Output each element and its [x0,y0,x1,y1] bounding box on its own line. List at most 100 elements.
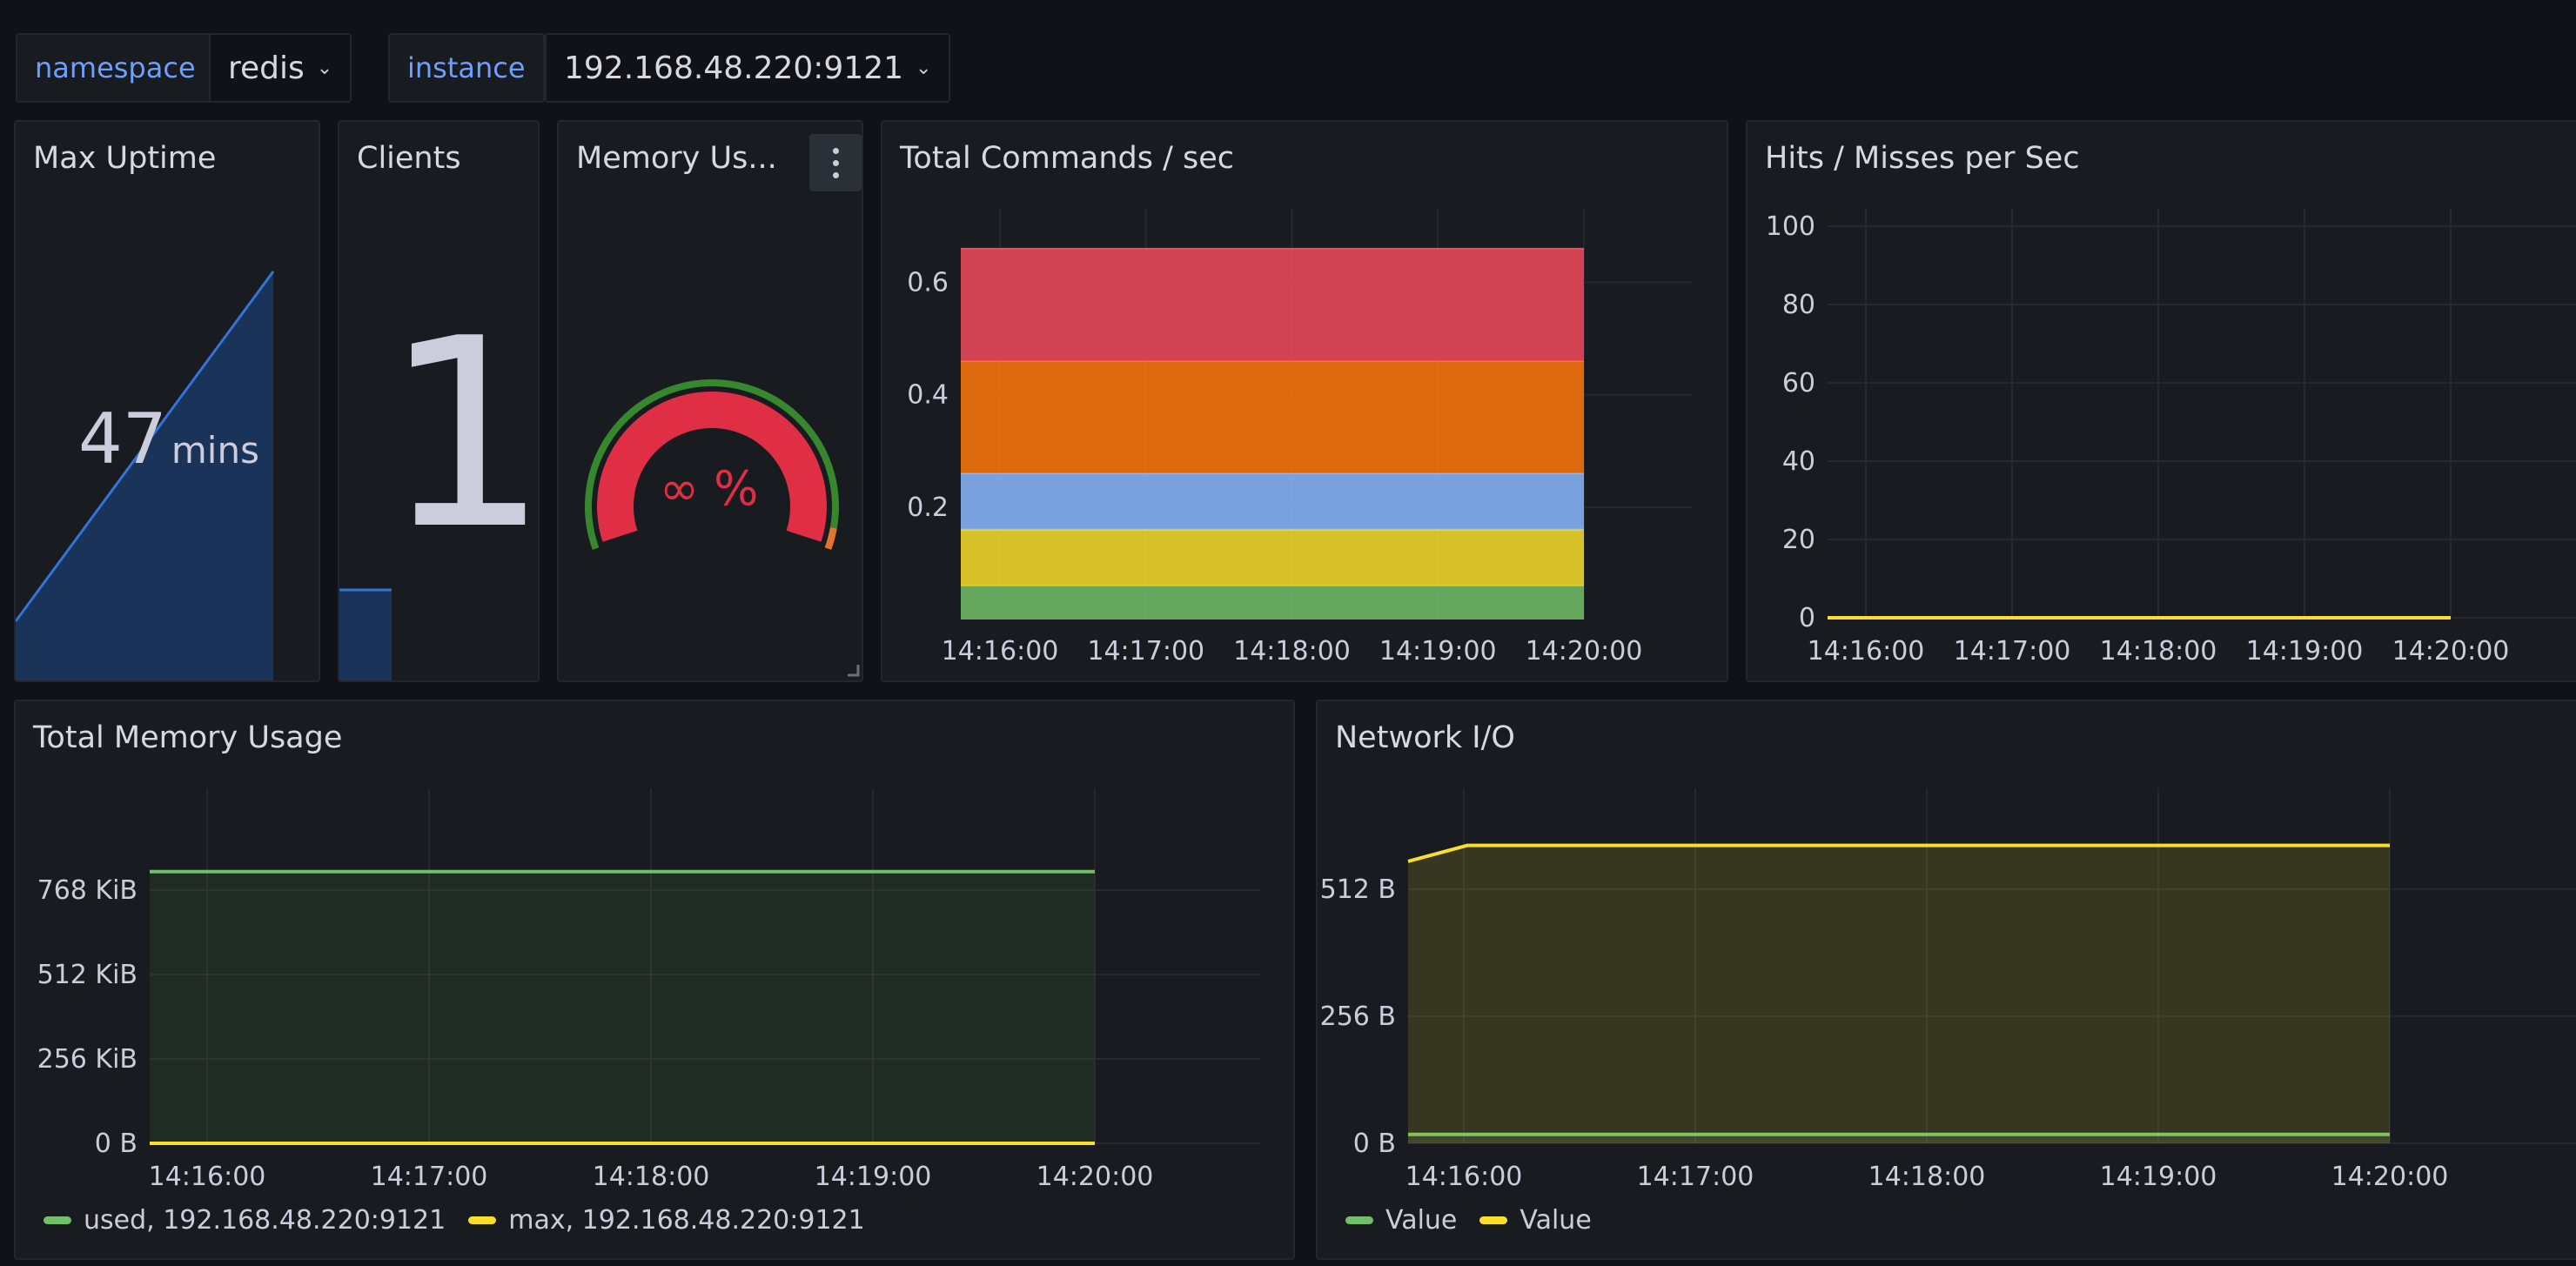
y-tick-label: 0.4 [907,380,949,411]
x-tick-label: 14:20:00 [1036,1162,1154,1192]
panel-title: Total Commands / sec [900,141,1235,176]
y-tick-label: 0 [1799,603,1815,633]
x-tick-label: 14:16:00 [1808,636,1925,666]
panel-title: Hits / Misses per Sec [1765,141,2080,176]
memory-gauge [585,379,839,550]
instance-variable-value: 192.168.48.220:9121 [564,50,904,86]
legend-item[interactable]: used, 192.168.48.220:9121 [44,1205,446,1236]
x-tick-label: 14:16:00 [942,636,1059,666]
panel-title: Total Memory Usage [33,720,343,755]
legend-item[interactable]: max, 192.168.48.220:9121 [468,1205,865,1236]
uptime-sparkline-area [16,271,273,680]
legend: Value Value [1345,1205,1592,1236]
namespace-variable-value: redis [228,50,305,86]
max-uptime-panel[interactable]: Max Uptime 47 mins [14,120,320,682]
series-line [1407,843,2390,863]
gauge-threshold-band [585,379,839,550]
y-tick-label: 0.2 [907,492,949,523]
total-memory-chart: 0 B 256 KiB 512 KiB 768 KiB 14:16:00 14:17:00… [37,788,1260,1192]
stacked-area-series [961,248,1584,361]
x-tick-label: 14:17:00 [1954,636,2071,666]
y-tick-label: 768 KiB [37,875,138,906]
x-tick-label: 14:18:00 [593,1162,710,1192]
legend: used, 192.168.48.220:9121 max, 192.168.4… [44,1205,865,1236]
x-tick-label: 14:18:00 [1868,1162,1986,1192]
chevron-down-icon: ⌄ [916,57,932,79]
panel-title: Memory Us... [576,141,777,176]
instance-variable-label: instance [388,33,545,103]
legend-swatch [1345,1216,1373,1224]
memory-usage-value: ∞ % [660,461,758,516]
network-io-panel[interactable]: Network I/O 0 B 256 B 512 B 14:16:00 14:17:0… [1316,700,2576,1260]
x-tick-label: 14:16:00 [149,1162,266,1192]
y-tick-label: 60 [1782,368,1815,399]
stacked-area-series [961,473,1584,530]
legend-swatch [44,1216,71,1224]
x-tick-label: 14:17:00 [1087,636,1204,666]
total-commands-chart: 0.2 0.4 0.6 14:16:00 14:17:00 14:18:00 14:19:0… [907,209,1692,666]
y-tick-label: 256 B [1320,1001,1396,1032]
y-tick-label: 256 KiB [37,1044,138,1075]
x-tick-label: 14:19:00 [2246,636,2364,666]
x-tick-label: 14:18:00 [2100,636,2217,666]
x-tick-label: 14:20:00 [2331,1162,2449,1192]
stacked-area-series [961,586,1584,620]
instance-variable-select[interactable]: 192.168.48.220:9121 ⌄ [545,33,951,103]
y-tick-label: 80 [1782,290,1815,320]
network-io-chart: 0 B 256 B 512 B 14:16:00 14:17:00 14:18:00 14:… [1320,788,2576,1192]
legend-label: max, 192.168.48.220:9121 [508,1205,865,1236]
x-tick-label: 14:19:00 [2100,1162,2217,1192]
y-tick-label: 0.6 [907,268,949,298]
chevron-down-icon: ⌄ [316,57,333,79]
panel-menu-button[interactable] [809,134,862,191]
gauge-threshold-band-red [824,526,837,550]
namespace-variable-label: namespace [16,33,215,103]
clients-sparkline [339,588,392,680]
memory-usage-panel[interactable]: Memory Us... ∞ % [557,120,863,682]
memory-usage-number: ∞ [660,461,699,516]
panel-title: Max Uptime [33,141,217,176]
series-area [150,871,1095,1143]
stacked-area-series [961,529,1584,586]
x-tick-label: 14:20:00 [2392,636,2510,666]
total-commands-panel[interactable]: Total Commands / sec 0.2 0.4 0.6 14:16:00 14… [881,120,1728,682]
clients-value: 1 [383,283,540,586]
namespace-variable-select[interactable]: redis ⌄ [209,33,352,103]
total-memory-panel[interactable]: Total Memory Usage 0 B 256 KiB 512 KiB 768 … [14,700,1295,1260]
y-tick-label: 512 KiB [37,960,138,990]
uptime-sparkline [16,271,275,680]
x-tick-label: 14:19:00 [1379,636,1497,666]
y-tick-label: 100 [1766,211,1815,242]
clients-sparkline-area [339,590,392,680]
uptime-sparkline-line [16,271,275,622]
uptime-value: 47 mins [78,399,259,479]
resize-handle-icon[interactable] [846,663,860,677]
clients-panel[interactable]: Clients 1 [338,120,540,682]
y-tick-label: 40 [1782,446,1815,477]
hits-misses-panel[interactable]: Hits / Misses per Sec 0 20 40 60 80 100 14:16:… [1746,120,2576,682]
legend-item[interactable]: Value [1345,1205,1457,1236]
y-tick-label: 20 [1782,525,1815,555]
gauge-fill [597,392,827,542]
x-tick-label: 14:17:00 [371,1162,488,1192]
x-tick-label: 14:19:00 [815,1162,932,1192]
panel-title: Clients [357,141,461,176]
panel-title: Network I/O [1335,720,1515,755]
legend-label: used, 192.168.48.220:9121 [84,1205,446,1236]
legend-label: Value [1519,1205,1592,1236]
stacked-area-series [961,360,1584,474]
legend-swatch [468,1216,497,1224]
y-tick-label: 0 B [95,1129,138,1159]
x-tick-label: 14:16:00 [1405,1162,1523,1192]
uptime-number: 47 [78,399,167,479]
memory-usage-unit: % [714,461,759,516]
y-tick-label: 512 B [1320,874,1396,905]
legend-swatch [1479,1216,1508,1224]
y-tick-label: 0 B [1353,1129,1396,1159]
series-area [1408,1134,2390,1143]
series-area [1408,845,2390,1143]
uptime-unit: mins [171,429,259,472]
hits-misses-chart: 0 20 40 60 80 100 14:16:00 14:17:00 14:18:00 14:1… [1766,209,2576,666]
legend-item[interactable]: Value [1479,1205,1592,1236]
x-tick-label: 14:18:00 [1233,636,1351,666]
